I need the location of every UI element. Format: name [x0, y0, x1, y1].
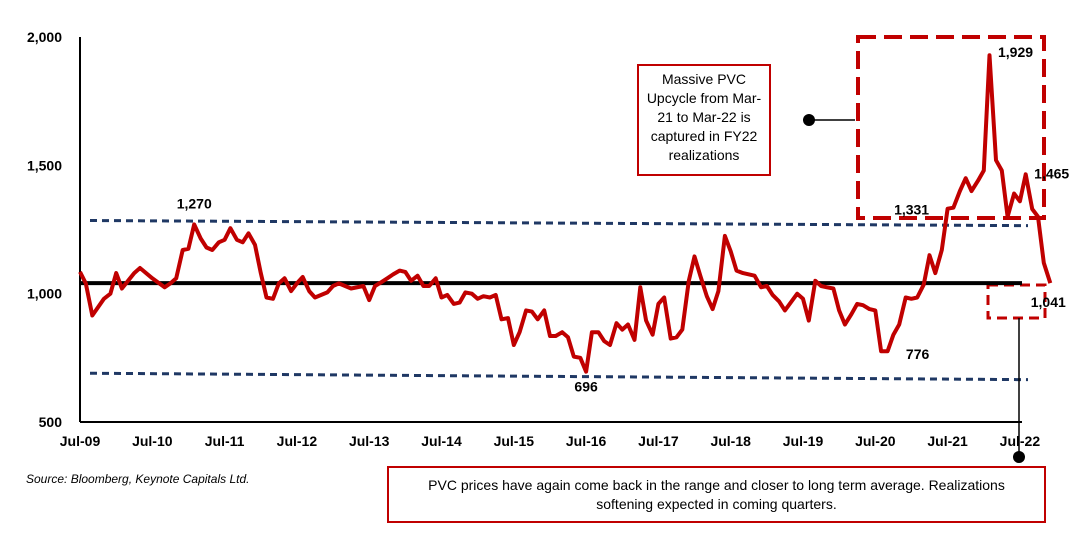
x-tick-label: Jul-21: [927, 433, 968, 449]
data-label: 776: [906, 346, 930, 362]
lower-range-band: [89, 371, 1029, 382]
outlook-annotation-box: PVC prices have again come back in the r…: [387, 466, 1046, 523]
upper-range-band: [89, 219, 1029, 228]
data-label: 1,331: [894, 202, 929, 218]
x-tick-labels: Jul-09 Jul-10 Jul-11 Jul-12 Jul-13 Jul-14 Jul-…: [60, 433, 1041, 449]
x-tick-label: Jul-10: [132, 433, 173, 449]
x-tick-label: Jul-13: [349, 433, 390, 449]
y-tick-labels: 2,000 1,500 1,000 500: [27, 29, 62, 430]
data-label: 696: [574, 379, 598, 395]
data-label: 1,270: [177, 195, 212, 211]
x-tick-label: Jul-14: [421, 433, 462, 449]
upcycle-highlight-box: [856, 35, 1046, 220]
x-tick-label: Jul-18: [710, 433, 751, 449]
data-label: 1,041: [1031, 294, 1066, 310]
y-tick-label: 2,000: [27, 29, 62, 45]
y-tick-label: 500: [39, 414, 63, 430]
outlook-annotation-text: PVC prices have again come back in the r…: [428, 477, 1005, 512]
x-tick-label: Jul-22: [1000, 433, 1041, 449]
upcycle-annotation-text: Massive PVC Upcycle from Mar-21 to Mar-2…: [646, 71, 762, 163]
x-tick-label: Jul-15: [494, 433, 535, 449]
x-tick-label: Jul-11: [205, 433, 245, 449]
x-tick-label: Jul-09: [60, 433, 101, 449]
top-callout-dot: [803, 114, 815, 126]
x-tick-label: Jul-19: [783, 433, 824, 449]
x-tick-label: Jul-17: [638, 433, 679, 449]
source-note: Source: Bloomberg, Keynote Capitals Ltd.: [26, 472, 250, 486]
data-label: 1,465: [1034, 165, 1069, 181]
x-tick-label: Jul-20: [855, 433, 896, 449]
x-tick-label: Jul-16: [566, 433, 607, 449]
latest-value-highlight-box: [986, 283, 1047, 320]
pvc-price-line: [78, 53, 1053, 374]
annotation-connectors: [803, 114, 1025, 463]
y-tick-label: 1,000: [27, 286, 62, 302]
data-label: 1,929: [998, 44, 1033, 60]
upcycle-annotation-box: Massive PVC Upcycle from Mar-21 to Mar-2…: [637, 64, 771, 176]
data-labels: 1,270 696 776 1,331 1,929 1,465 1,041: [177, 44, 1070, 394]
range-bands: [89, 219, 1029, 382]
axes: [79, 37, 1022, 423]
x-tick-label: Jul-12: [277, 433, 318, 449]
highlight-boxes: [856, 35, 1047, 320]
bottom-callout-dot: [1013, 451, 1025, 463]
y-tick-label: 1,500: [27, 157, 62, 173]
